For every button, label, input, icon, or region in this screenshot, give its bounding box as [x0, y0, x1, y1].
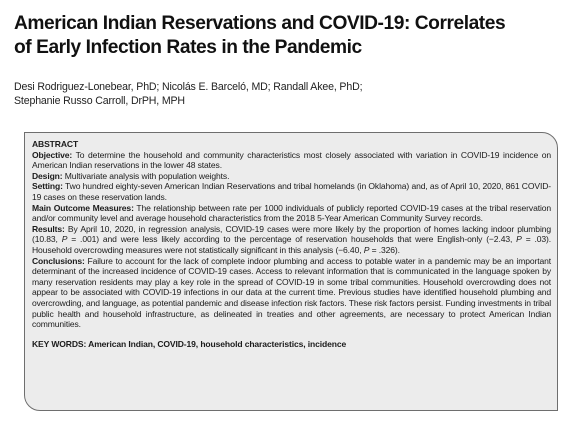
keywords-text: American Indian, COVID-19, household cha… [86, 338, 347, 349]
results-text-a: By April 10, 2020, in regression analysi… [32, 223, 551, 245]
results-p-1: P [61, 234, 68, 245]
title-line-2: of Early Infection Rates in the Pandemic [14, 37, 362, 58]
setting-text: Two hundred eighty-seven American Indian… [32, 181, 551, 202]
conclusions-paragraph: Conclusions: Failure to account for the … [32, 256, 551, 330]
title-line-1: American Indian Reservations and COVID-1… [14, 13, 506, 34]
objective-text: To determine the household and community… [32, 149, 551, 171]
setting-paragraph: Setting: Two hundred eighty-seven Americ… [32, 181, 551, 202]
results-label: Results: [32, 223, 65, 234]
author-list: Desi Rodriguez-Lonebear, PhD; Nicolás E.… [14, 80, 559, 108]
abstract-box: ABSTRACT Objective: To determine the hou… [24, 132, 558, 411]
keywords-label: KEY WORDS: [32, 338, 87, 349]
design-text: Multivariate analysis with population we… [62, 170, 230, 181]
abstract-body: ABSTRACT Objective: To determine the hou… [32, 139, 551, 349]
conclusions-label: Conclusions: [32, 255, 85, 266]
outcome-text: The relationship between rate per 1000 i… [32, 202, 551, 224]
results-paragraph: Results: By April 10, 2020, in regressio… [32, 224, 551, 256]
outcome-label: Main Outcome Measures: [32, 202, 134, 213]
author-line-2: Stephanie Russo Carroll, DrPH, MPH [14, 95, 185, 107]
objective-label: Objective: [32, 149, 73, 160]
design-label: Design: [32, 170, 63, 181]
keywords-line: KEY WORDS: American Indian, COVID-19, ho… [32, 339, 551, 350]
results-p-3: P [363, 244, 370, 255]
setting-label: Setting: [32, 181, 63, 192]
outcome-paragraph: Main Outcome Measures: The relationship … [32, 203, 551, 224]
results-text-b: = .001) and were less likely according t… [67, 234, 517, 245]
author-line-1: Desi Rodriguez-Lonebear, PhD; Nicolás E.… [14, 81, 363, 93]
paper-title: American Indian Reservations and COVID-1… [14, 12, 559, 60]
results-text-c: = .03). Household overcrowding measures … [32, 234, 551, 255]
conclusions-text: Failure to account for the lack of compl… [32, 255, 551, 330]
design-paragraph: Design: Multivariate analysis with popul… [32, 171, 551, 182]
results-text-d: = .326). [369, 244, 400, 255]
objective-paragraph: Objective: To determine the household an… [32, 150, 551, 171]
abstract-heading: ABSTRACT [32, 139, 79, 149]
results-p-2: P [516, 234, 522, 245]
